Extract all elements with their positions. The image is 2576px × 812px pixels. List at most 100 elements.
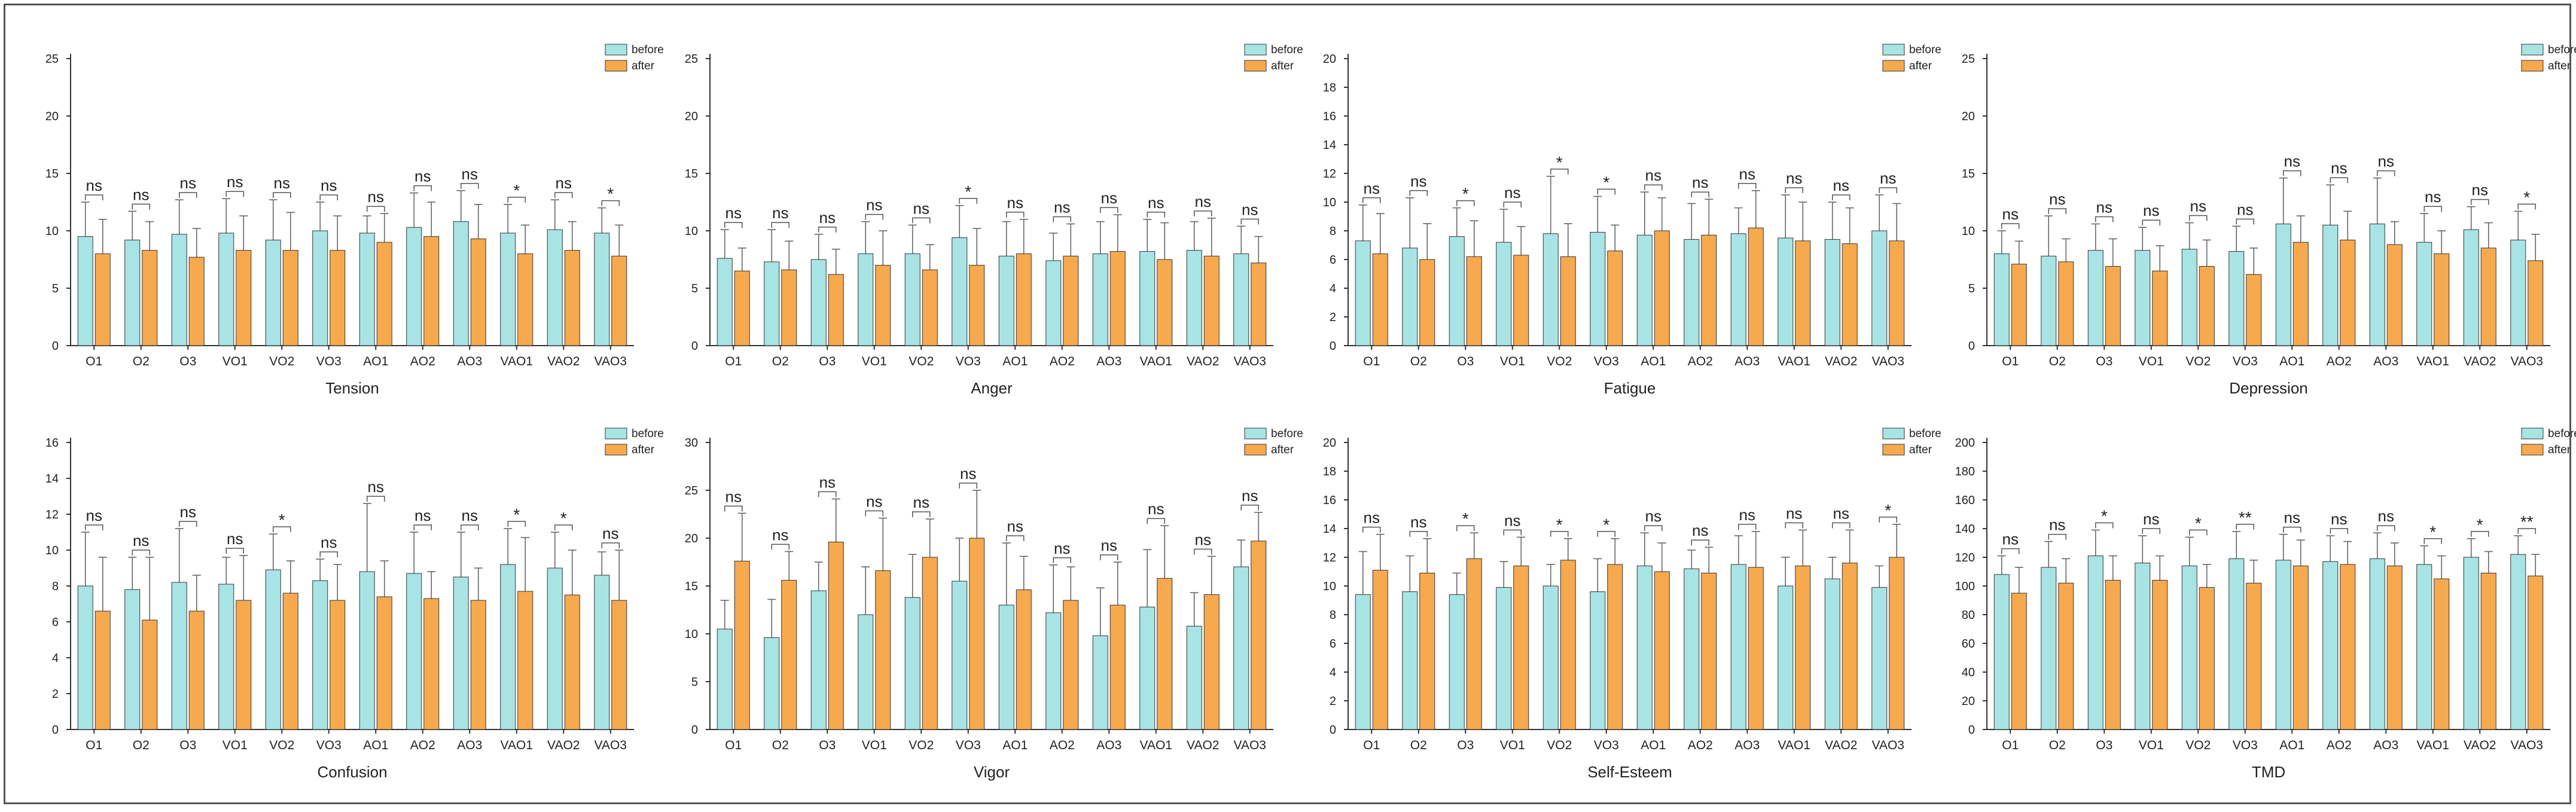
bar-before <box>2416 564 2432 730</box>
x-tick-label: AO3 <box>1096 738 1121 752</box>
bar-after <box>1607 251 1623 346</box>
legend-swatch-after <box>1244 60 1267 72</box>
y-tick-label: 0 <box>691 340 698 353</box>
bar-before <box>312 580 328 730</box>
significance-label: * <box>965 182 971 201</box>
significance-bracket <box>1240 218 1259 225</box>
bar-after <box>2246 274 2262 346</box>
bar-after <box>2434 253 2450 346</box>
bar-before <box>218 584 234 730</box>
bar-before <box>858 614 874 730</box>
x-tick-label: AO3 <box>457 355 482 368</box>
bar-after <box>1109 605 1126 730</box>
x-tick-label: O3 <box>819 355 836 368</box>
y-tick-label: 200 <box>1955 436 1975 450</box>
significance-bracket <box>132 203 150 210</box>
y-tick-label: 20 <box>685 532 698 545</box>
bar-after <box>1016 253 1032 346</box>
bar-after <box>922 557 938 730</box>
x-tick-label: VAO3 <box>595 738 627 752</box>
significance-label: ns <box>1504 184 1520 202</box>
y-tick-label: 10 <box>1962 225 1975 238</box>
significance-bracket <box>2001 223 2020 229</box>
significance-label: ns <box>725 487 742 505</box>
x-tick-label: VAO2 <box>1825 738 1857 752</box>
bar-after <box>282 250 298 346</box>
significance-label: ns <box>321 533 337 551</box>
bar-before <box>1730 233 1746 346</box>
significance-bracket <box>85 194 103 200</box>
x-tick-label: O1 <box>725 738 742 752</box>
y-tick-label: 14 <box>1323 523 1336 536</box>
bar-after <box>142 619 158 730</box>
significance-bracket <box>1147 212 1165 218</box>
bar-after <box>1466 558 1482 730</box>
bar-before <box>1778 585 1794 730</box>
x-tick-label: VAO2 <box>2464 738 2496 752</box>
significance-bracket <box>461 524 479 530</box>
x-tick-label: O1 <box>1363 738 1380 752</box>
y-tick-label: 120 <box>1955 551 1975 564</box>
bar-before <box>764 637 780 730</box>
significance-label: ns <box>1364 179 1380 197</box>
significance-bracket <box>1738 524 1757 530</box>
significance-label: ns <box>725 204 742 222</box>
significance-label: ns <box>1833 176 1849 194</box>
significance-label: ns <box>86 506 102 524</box>
y-tick-label: 25 <box>1962 53 1975 66</box>
significance-bracket <box>461 183 479 189</box>
x-tick-label: AO3 <box>457 738 482 752</box>
bar-after <box>1889 557 1905 730</box>
bar-after <box>1560 560 1576 730</box>
x-tick-label: O1 <box>725 355 742 368</box>
bar-after <box>922 269 938 346</box>
significance-label: ns <box>2096 198 2112 216</box>
x-tick-label: VAO3 <box>1234 738 1266 752</box>
bar-before <box>810 259 827 346</box>
significance-label: ns <box>462 165 478 183</box>
bar-after <box>423 598 440 730</box>
significance-label: ns <box>1786 169 1802 187</box>
x-tick-label: O1 <box>2002 738 2019 752</box>
x-tick-label: VO2 <box>1547 738 1572 752</box>
legend-swatch-before <box>1244 428 1267 439</box>
significance-label: ns <box>866 196 882 214</box>
bar-after <box>517 253 534 346</box>
y-tick-label: 0 <box>52 724 59 737</box>
legend-label-after: after <box>1909 60 1932 72</box>
bar-after <box>2528 575 2544 730</box>
significance-label: * <box>2523 188 2530 206</box>
bar-before <box>2369 223 2385 346</box>
y-tick-label: 10 <box>1323 196 1336 209</box>
legend-swatch-after <box>2521 60 2544 72</box>
x-axis-label: Fatigue <box>1604 379 1656 397</box>
y-tick-label: 12 <box>1323 551 1336 564</box>
bar-before <box>2463 557 2479 730</box>
x-tick-label: VAO3 <box>2511 355 2543 368</box>
bar-after <box>2199 266 2215 346</box>
y-tick-label: 80 <box>1962 609 1975 622</box>
bar-after <box>330 250 346 346</box>
bar-after <box>2011 593 2027 730</box>
x-tick-label: VAO1 <box>2417 355 2449 368</box>
bar-after <box>376 242 392 346</box>
bar-after <box>1748 227 1764 346</box>
bar-before <box>2087 555 2104 730</box>
significance-label: ns <box>1645 507 1662 525</box>
bar-before <box>1402 248 1418 346</box>
bar-after <box>1842 563 1858 730</box>
significance-label: * <box>1885 501 1891 520</box>
bar-after <box>611 600 627 730</box>
significance-bracket <box>1691 191 1709 198</box>
significance-label: ** <box>2239 508 2252 527</box>
significance-bracket <box>1362 526 1381 533</box>
bar-before <box>1871 587 1888 730</box>
y-tick-label: 2 <box>1330 695 1336 708</box>
legend-label-before: before <box>1271 44 1303 56</box>
bar-before <box>2087 250 2104 346</box>
bar-after <box>2246 582 2262 730</box>
bar-before <box>998 255 1014 346</box>
significance-bracket <box>1644 525 1663 532</box>
y-tick-label: 20 <box>685 110 698 123</box>
significance-bracket <box>2189 529 2208 536</box>
